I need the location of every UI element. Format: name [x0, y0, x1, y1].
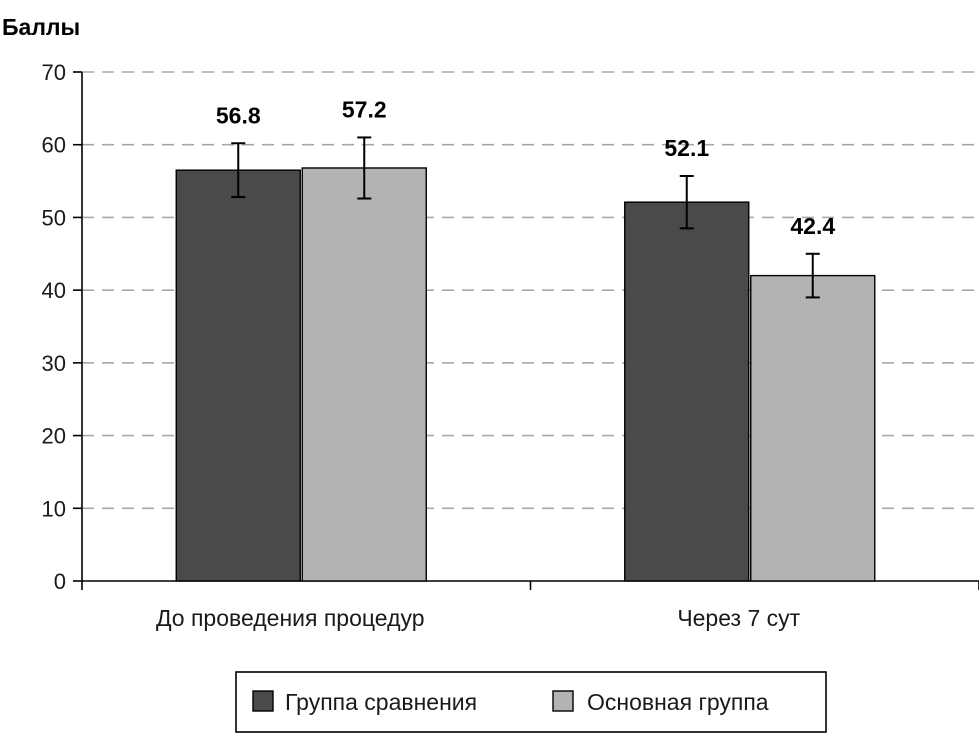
y-tick-label: 50 [42, 205, 66, 230]
y-axis: 0 10 20 30 40 50 60 70 [42, 60, 83, 594]
bar [301, 167, 427, 582]
x-tick-label: До проведения процедур [156, 605, 425, 631]
data-label: 42.4 [790, 213, 835, 239]
bar [750, 274, 876, 582]
y-tick-label: 10 [42, 496, 66, 521]
x-tick-label: Через 7 сут [677, 605, 800, 631]
legend-swatch [552, 690, 574, 712]
bar [175, 169, 301, 582]
y-tick-label: 70 [42, 60, 66, 85]
legend-box [235, 671, 827, 733]
y-tick-label: 30 [42, 351, 66, 376]
legend-label: Группа сравнения [285, 689, 477, 715]
y-axis-label: Баллы [2, 14, 80, 40]
legend-label: Основная группа [587, 689, 769, 715]
y-tick-label: 40 [42, 278, 66, 303]
y-tick-label: 0 [54, 569, 66, 594]
data-labels: 56.8 57.2 52.1 42.4 [216, 96, 835, 238]
bars [175, 136, 876, 582]
data-label: 57.2 [342, 96, 387, 122]
legend: Группа сравнения Основная группа [235, 671, 827, 733]
data-label: 56.8 [216, 102, 261, 128]
bar [624, 201, 750, 582]
x-axis: До проведения процедур Через 7 сут [81, 580, 979, 631]
y-tick-label: 60 [42, 133, 66, 158]
y-tick-label: 20 [42, 424, 66, 449]
data-label: 52.1 [664, 135, 709, 161]
legend-swatch [252, 690, 274, 712]
